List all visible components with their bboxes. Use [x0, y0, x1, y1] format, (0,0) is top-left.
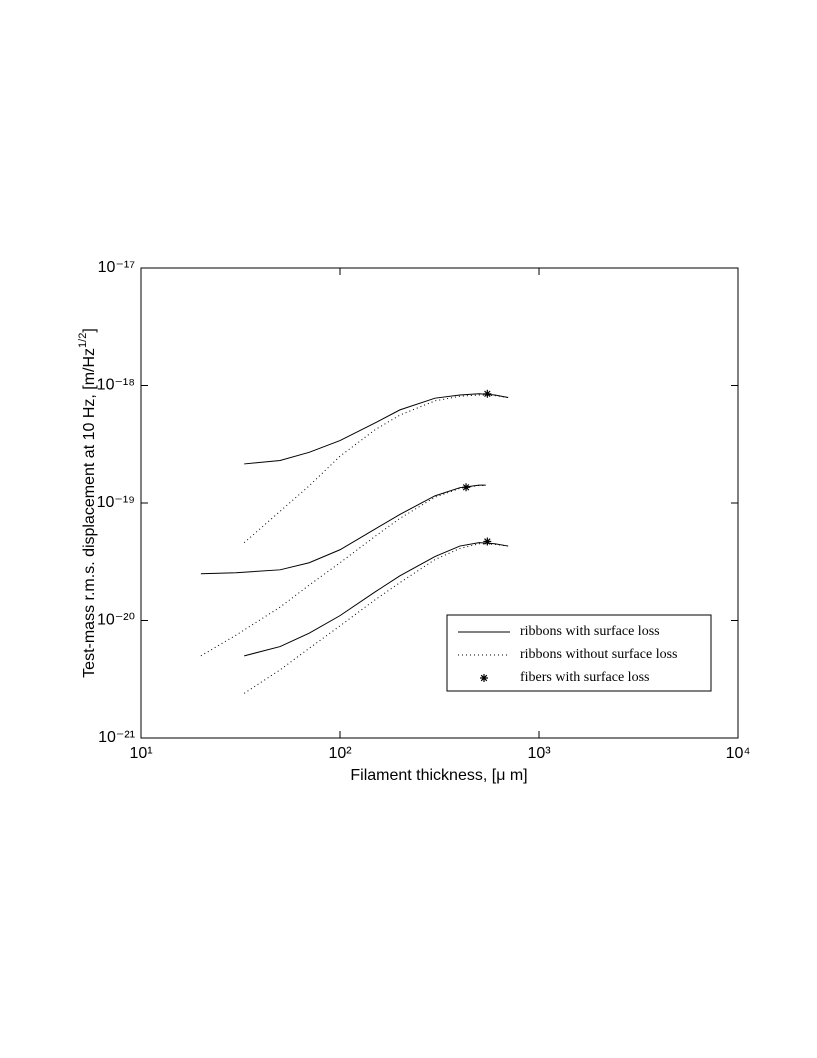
legend-label: fibers with surface loss — [520, 670, 649, 685]
y-axis-label-tail: ] — [81, 328, 98, 332]
x-tick-label: 10⁴ — [726, 745, 751, 762]
y-tick-label: 10⁻¹⁷ — [98, 259, 136, 276]
star-marker — [462, 483, 471, 492]
x-tick-label: 10³ — [527, 745, 551, 762]
star-marker — [483, 389, 492, 398]
curve — [244, 393, 509, 465]
x-axis-label: Filament thickness, [μ m] — [350, 767, 527, 784]
y-tick-label: 10⁻²¹ — [98, 729, 135, 746]
y-axis-label-sup: 1/2 — [77, 333, 89, 348]
x-tick-label: 10¹ — [129, 745, 152, 762]
curve — [200, 484, 486, 575]
legend-label: ribbons with surface loss — [520, 624, 660, 639]
curve — [243, 394, 509, 544]
y-tick-label: 10⁻¹⁸ — [97, 377, 135, 394]
y-tick-label: 10⁻¹⁹ — [97, 494, 135, 511]
y-axis-label: Test-mass r.m.s. displacement at 10 Hz, … — [77, 328, 98, 678]
curve — [244, 542, 509, 657]
x-tick-label: 10² — [328, 745, 352, 762]
legend-box — [446, 614, 712, 692]
y-tick-label: 10⁻²⁰ — [97, 612, 135, 629]
y-axis-label-text: Test-mass r.m.s. displacement at 10 Hz, … — [81, 348, 98, 678]
curve — [200, 484, 486, 657]
star-marker — [483, 537, 492, 546]
legend-marker — [480, 674, 488, 682]
legend-label: ribbons without surface loss — [520, 647, 677, 662]
